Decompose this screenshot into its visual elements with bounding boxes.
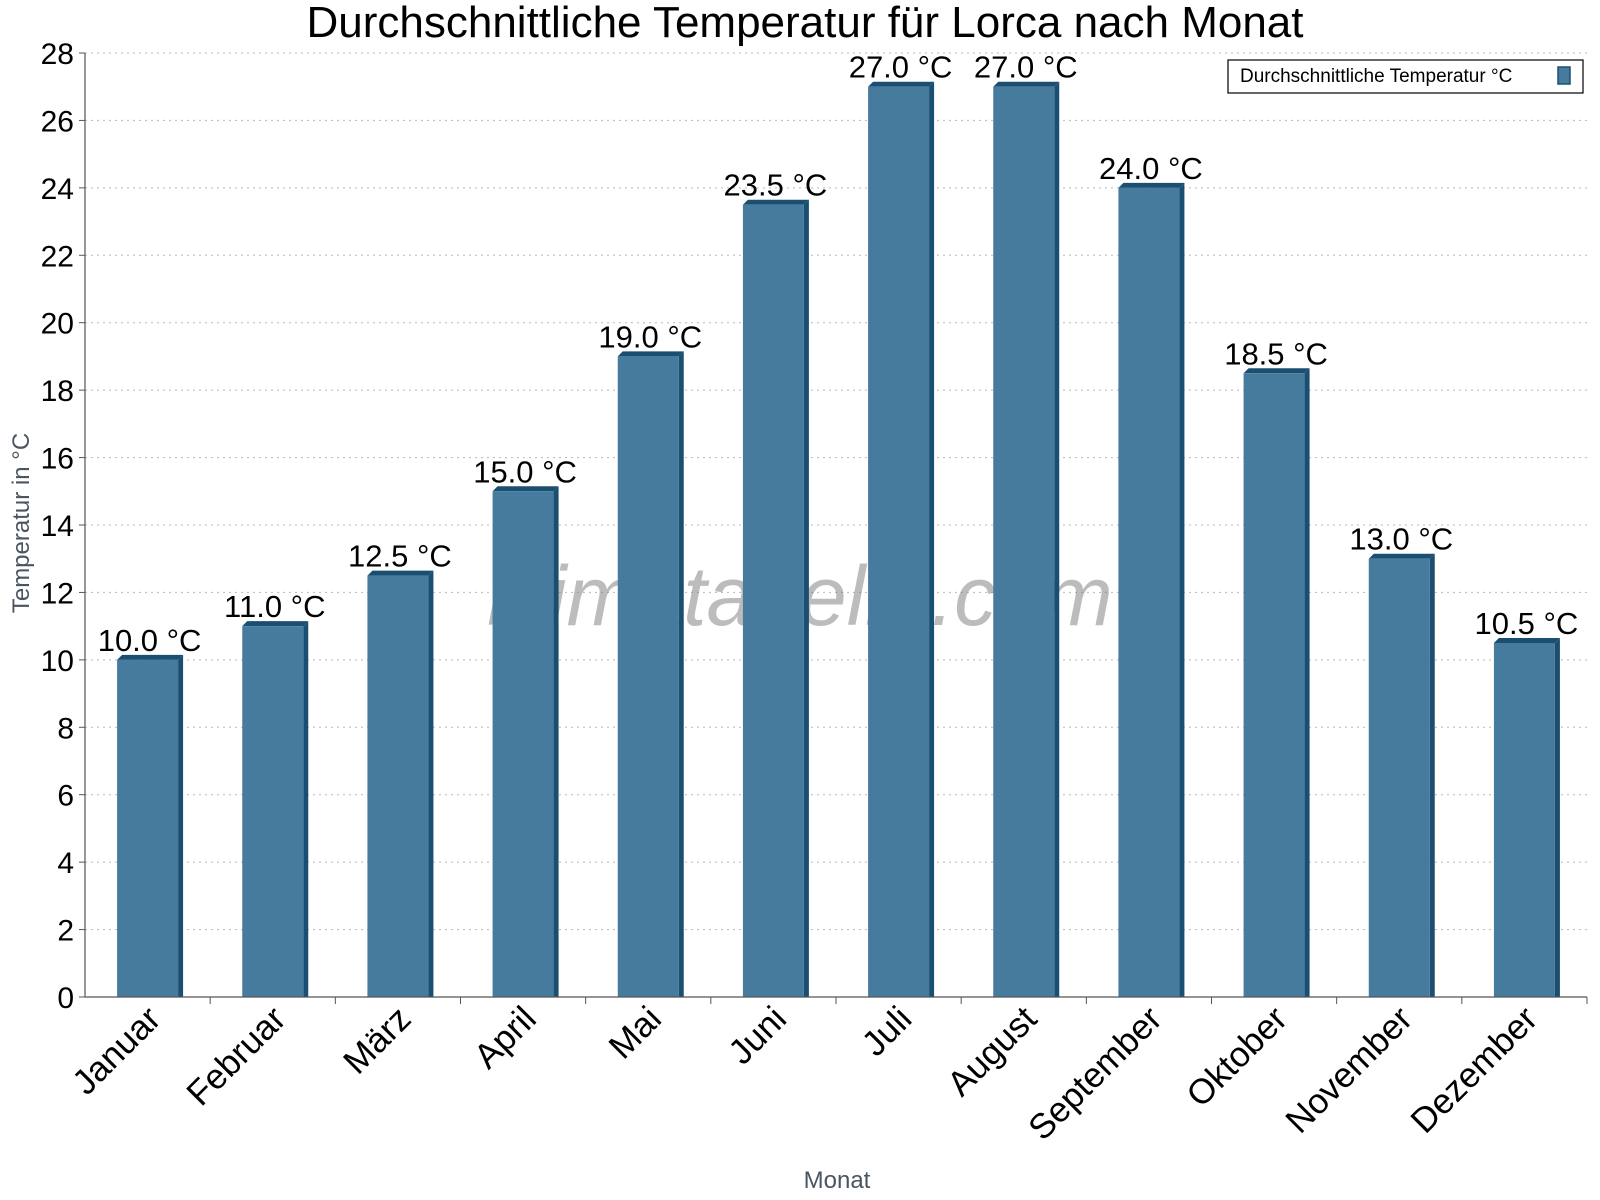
y-tick-label: 0 bbox=[57, 982, 74, 1015]
bar-side bbox=[1054, 81, 1060, 997]
x-tick-label: Dezember bbox=[1403, 999, 1545, 1141]
bar bbox=[1243, 373, 1305, 997]
y-tick-label: 28 bbox=[41, 38, 74, 71]
x-tick-label: August bbox=[940, 999, 1045, 1104]
bar-top bbox=[868, 81, 935, 87]
bars bbox=[117, 81, 1560, 997]
y-tick-label: 26 bbox=[41, 105, 74, 138]
bar-value-label: 23.5 °C bbox=[724, 168, 828, 203]
bar-value-label: 15.0 °C bbox=[473, 454, 577, 489]
x-axis-label: Monat bbox=[804, 1167, 871, 1194]
bar-side bbox=[178, 654, 184, 997]
bar bbox=[1493, 643, 1555, 997]
y-tick-label: 16 bbox=[41, 443, 74, 476]
bar bbox=[868, 86, 930, 997]
y-tick-label: 22 bbox=[41, 240, 74, 273]
bar-value-label: 12.5 °C bbox=[348, 539, 452, 574]
bar-side bbox=[1554, 638, 1560, 997]
bar-side bbox=[428, 570, 434, 997]
x-tick-label: Juni bbox=[721, 999, 794, 1072]
y-tick-label: 8 bbox=[57, 712, 74, 745]
y-tick-label: 14 bbox=[41, 510, 74, 543]
bar-top bbox=[1368, 553, 1435, 559]
bar-top bbox=[492, 486, 559, 492]
chart-title: Durchschnittliche Temperatur für Lorca n… bbox=[306, 0, 1303, 47]
bar-top bbox=[117, 654, 184, 660]
bar-side bbox=[1304, 368, 1310, 997]
axes bbox=[79, 52, 1588, 1004]
bar bbox=[367, 575, 429, 997]
x-tick-label: Mai bbox=[601, 999, 668, 1066]
bar-side bbox=[803, 199, 809, 997]
legend: Durchschnittliche Temperatur °C bbox=[1227, 59, 1584, 94]
y-tick-label: 6 bbox=[57, 780, 74, 813]
bar-value-label: 11.0 °C bbox=[224, 589, 325, 624]
x-tick-label: Oktober bbox=[1179, 999, 1295, 1115]
x-tick-labels: Januar Februar März April Mai Juni Juli AugustS… bbox=[65, 999, 1545, 1148]
y-tick-label: 12 bbox=[41, 577, 74, 610]
bar-side bbox=[929, 81, 935, 997]
x-tick-label: Januar bbox=[65, 999, 168, 1102]
bar-side bbox=[553, 486, 559, 997]
bar-top bbox=[367, 570, 434, 576]
x-tick-label: April bbox=[467, 999, 544, 1076]
bar-top bbox=[242, 621, 309, 627]
bar bbox=[242, 626, 304, 997]
x-tick-label: November bbox=[1278, 999, 1420, 1141]
bar-top bbox=[1118, 182, 1185, 188]
x-tick-label: September bbox=[1021, 999, 1170, 1148]
bar-value-label: 10.0 °C bbox=[98, 623, 202, 658]
bar-value-label: 18.5 °C bbox=[1224, 336, 1328, 371]
bar bbox=[117, 659, 179, 997]
bar-value-label: 10.5 °C bbox=[1475, 606, 1579, 641]
y-tick-label: 4 bbox=[57, 847, 74, 880]
legend-label: Durchschnittliche Temperatur °C bbox=[1240, 66, 1512, 87]
bar bbox=[617, 356, 679, 997]
bar bbox=[1368, 558, 1430, 997]
y-tick-label: 18 bbox=[41, 375, 74, 408]
gridlines bbox=[85, 52, 1587, 931]
bar-top bbox=[617, 351, 684, 357]
bar-value-label: 27.0 °C bbox=[849, 50, 953, 85]
bar-value-label: 19.0 °C bbox=[598, 319, 702, 354]
bar-top bbox=[1493, 638, 1560, 643]
x-tick-label: Juli bbox=[855, 999, 920, 1064]
bar-top bbox=[1243, 368, 1310, 374]
bar bbox=[993, 86, 1055, 997]
bar-side bbox=[678, 351, 684, 997]
y-tick-label: 10 bbox=[41, 645, 74, 678]
legend-box bbox=[1227, 59, 1584, 94]
y-tick-label: 2 bbox=[57, 915, 74, 948]
bar-top bbox=[993, 81, 1060, 87]
y-tick-label: 24 bbox=[41, 173, 74, 206]
bar-value-label: 13.0 °C bbox=[1349, 522, 1453, 557]
bar bbox=[742, 204, 804, 997]
y-tick-label: 20 bbox=[41, 308, 74, 341]
bar-value-label: 24.0 °C bbox=[1099, 151, 1203, 186]
bar-side bbox=[303, 621, 309, 997]
bar-top bbox=[742, 199, 809, 205]
x-tick-label: März bbox=[336, 999, 419, 1082]
x-tick-label: Februar bbox=[179, 999, 293, 1113]
bar bbox=[1118, 187, 1180, 997]
bar-side bbox=[1179, 182, 1185, 997]
legend-swatch bbox=[1557, 66, 1571, 85]
bar-side bbox=[1429, 553, 1435, 997]
bar-value-label: 27.0 °C bbox=[974, 50, 1078, 85]
y-axis-label: Temperatur in °C bbox=[8, 433, 35, 613]
bar bbox=[492, 491, 554, 997]
value-labels: 10.0 °C 11.0 °C 12.5 °C 15.0 °C 19.0 °C 23.5 … bbox=[98, 50, 1579, 658]
